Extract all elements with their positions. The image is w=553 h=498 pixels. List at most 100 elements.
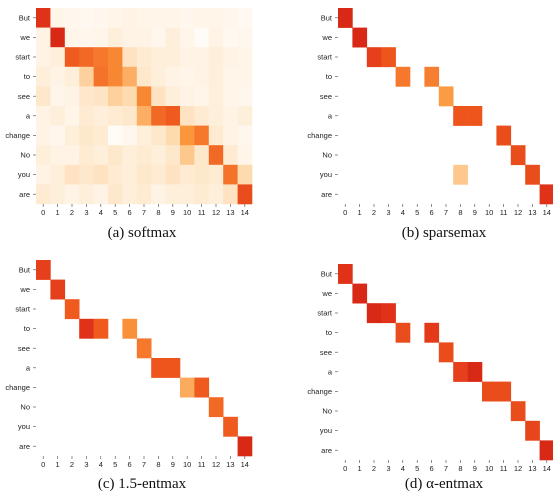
heatmap-cell [237, 27, 253, 48]
heatmap-cell [237, 8, 253, 28]
y-tick-label: to [24, 324, 30, 333]
heatmap-cell [79, 86, 94, 107]
heatmap-cell [93, 86, 109, 107]
heatmap-cell [122, 8, 138, 28]
heatmap-cell [108, 66, 123, 87]
heatmap-cell [237, 125, 253, 146]
heatmap-cell [496, 125, 512, 146]
x-tick-label: 10 [485, 208, 493, 217]
heatmap-cell [165, 8, 181, 28]
heatmap-cell [50, 279, 66, 300]
heatmap-cell [151, 358, 166, 378]
heatmap-cell [108, 125, 123, 146]
x-tick-label: 10 [485, 464, 493, 473]
heatmap-cell [136, 338, 152, 359]
heatmap-cell [50, 86, 66, 107]
x-tick-label: 4 [99, 208, 103, 217]
heatmap-cell [64, 145, 80, 166]
x-tick-label: 4 [99, 460, 103, 469]
heatmap-cell [36, 8, 51, 28]
heatmap-cell [453, 164, 468, 185]
y-tick-label: change [5, 383, 30, 392]
heatmap-cell [36, 86, 51, 107]
heatmap-cell [180, 27, 195, 48]
y-tick-label: are [321, 446, 332, 455]
heatmap-cell [338, 264, 353, 284]
heatmap-cell [79, 164, 94, 185]
x-tick-label: 5 [415, 208, 419, 217]
heatmap-cell [223, 106, 238, 126]
heatmap-cell [122, 164, 138, 185]
y-tick-label: you [18, 422, 30, 431]
heatmap-cell [36, 66, 51, 87]
heatmap-cell [64, 164, 80, 185]
heatmap-cell [194, 145, 210, 166]
heatmap-cell [482, 381, 497, 402]
heatmap-cell [79, 145, 94, 166]
heatmap-cell [108, 164, 123, 185]
heatmap-cell [194, 86, 210, 107]
y-tick-label: a [26, 363, 31, 372]
heatmap-cell [79, 125, 94, 146]
heatmap-cell [79, 47, 94, 68]
x-tick-label: 2 [70, 208, 74, 217]
x-tick-label: 4 [401, 464, 405, 473]
heatmap-cell [539, 184, 553, 205]
heatmap-cell [50, 125, 66, 146]
y-tick-label: change [5, 131, 30, 140]
y-tick-label: No [322, 151, 332, 160]
x-tick-label: 6 [128, 460, 132, 469]
x-tick-label: 5 [415, 464, 419, 473]
heatmap-cell [50, 66, 66, 87]
x-tick-label: 0 [41, 460, 45, 469]
x-tick-label: 3 [386, 208, 390, 217]
y-tick-label: we [321, 289, 332, 298]
heatmap-cell [136, 47, 152, 68]
heatmap-cell [36, 145, 51, 166]
x-tick-label: 7 [444, 464, 448, 473]
heatmap-cell [151, 145, 166, 166]
y-tick-label: see [18, 92, 30, 101]
heatmap-cell [366, 47, 382, 68]
y-tick-label: see [320, 348, 332, 357]
heatmap-cell [453, 106, 468, 126]
heatmap-cell [165, 184, 181, 205]
heatmap-cell [165, 106, 181, 126]
heatmap-cell [208, 47, 224, 68]
heatmap-cell [395, 66, 411, 87]
x-tick-label: 4 [401, 208, 405, 217]
heatmap-cell [93, 8, 109, 28]
heatmap-cell [79, 184, 94, 205]
heatmap-cell [180, 66, 195, 87]
x-tick-label: 9 [171, 460, 175, 469]
heatmap-cell [151, 47, 166, 68]
x-tick-label: 0 [41, 208, 45, 217]
heatmap-cell [165, 86, 181, 107]
heatmap-cell [510, 145, 526, 166]
x-tick-label: 11 [500, 208, 508, 217]
heatmap-cell [438, 342, 454, 363]
heatmap-cell [424, 322, 440, 343]
heatmap-cell [108, 184, 123, 205]
heatmap-cell [93, 66, 109, 87]
heatmap-cell [352, 283, 368, 304]
x-tick-label: 1 [56, 460, 60, 469]
y-tick-label: to [24, 72, 30, 81]
x-tick-label: 12 [514, 464, 522, 473]
heatmap-cell [180, 164, 195, 185]
y-tick-label: are [19, 190, 30, 199]
x-tick-label: 13 [226, 460, 234, 469]
heatmap-cell [36, 47, 51, 68]
heatmap-cell [64, 27, 80, 48]
heatmap-cell [223, 145, 238, 166]
y-tick-label: we [19, 33, 30, 42]
panel-caption: (a) softmax [108, 225, 177, 241]
y-tick-label: we [321, 33, 332, 42]
heatmap-cell [453, 362, 468, 382]
heatmap-cell [64, 66, 80, 87]
x-tick-label: 12 [514, 208, 522, 217]
heatmap-cell [79, 27, 94, 48]
heatmap-cell [36, 164, 51, 185]
